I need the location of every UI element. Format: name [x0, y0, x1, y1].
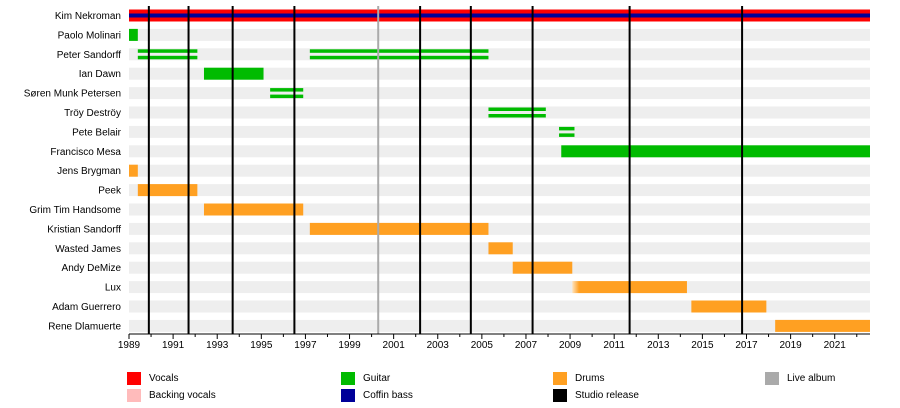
x-tick-label-2015: 2015	[691, 340, 714, 351]
bar-paolo-molinari-guitar-2	[129, 28, 138, 41]
x-tick-label-1989: 1989	[118, 340, 141, 351]
x-tick-label-2021: 2021	[824, 340, 847, 351]
row-stripe-pete-belair	[129, 125, 870, 138]
member-label-ian-dawn: Ian Dawn	[79, 69, 121, 80]
row-stripes	[129, 9, 870, 332]
bar-pete-belair-guitar-8-bottom	[559, 133, 575, 137]
row-stripe-grim-tim-handsome	[129, 203, 870, 216]
member-label-paolo-molinari: Paolo Molinari	[58, 30, 121, 41]
x-tick-label-2017: 2017	[735, 340, 758, 351]
bar-troy-destroy-guitar-7-top	[488, 107, 546, 111]
bar-ian-dawn-guitar-5	[203, 67, 264, 80]
member-label-andy-demize: Andy DeMize	[62, 263, 122, 274]
bar-soren-munk-petersen-guitar-6-top	[270, 88, 304, 92]
row-stripe-jens-brygman	[129, 164, 870, 177]
bar-wasted-james-drums-14	[488, 242, 513, 255]
member-label-kim-nekroman: Kim Nekroman	[55, 11, 121, 22]
bar-rene-dlamuerte-drums-18	[775, 319, 870, 332]
bar-kim-nekroman-coffin-bass-1	[129, 13, 870, 18]
row-stripe-rene-dlamuerte	[129, 319, 870, 332]
member-label-grim-tim-handsome: Grim Tim Handsome	[29, 205, 121, 216]
bar-adam-guerrero-drums-17	[691, 300, 767, 313]
row-stripe-paolo-molinari	[129, 28, 870, 41]
bar-peek-drums-11	[137, 184, 198, 197]
bar-soren-munk-petersen-guitar-6-bottom	[270, 94, 304, 99]
row-stripe-troy-destroy	[129, 106, 870, 119]
row-stripe-peek	[129, 184, 870, 197]
member-label-peter-sandorff: Peter Sandorff	[57, 50, 122, 61]
row-stripe-ian-dawn	[129, 67, 870, 80]
x-tick-label-2007: 2007	[515, 340, 538, 351]
member-label-francisco-mesa: Francisco Mesa	[50, 147, 121, 158]
x-axis: 1989 1991 1993 1995 1997 1999 2001 2003 2005 2007…	[118, 333, 870, 351]
row-stripe-andy-demize	[129, 261, 870, 274]
bar-peter-sandorff-guitar-4-bottom	[309, 55, 489, 60]
bar-andy-demize-drums-15	[512, 261, 573, 274]
member-label-adam-guerrero: Adam Guerrero	[52, 302, 121, 313]
bar-peter-sandorff-guitar-3-bottom	[137, 55, 198, 60]
bar-jens-brygman-drums-10	[129, 164, 138, 177]
row-stripe-lux	[129, 281, 870, 294]
x-tick-label-2003: 2003	[427, 340, 450, 351]
x-tick-label-2001: 2001	[383, 340, 406, 351]
member-label-lux: Lux	[105, 283, 121, 294]
member-label-rene-dlamuerte: Rene Dlamuerte	[48, 321, 121, 332]
row-stripe-soren-munk-petersen	[129, 87, 870, 100]
member-label-pete-belair: Pete Belair	[72, 127, 122, 138]
row-stripe-peter-sandorff	[129, 48, 870, 61]
bar-pete-belair-guitar-8-top	[559, 126, 575, 131]
x-tick-label-1995: 1995	[250, 340, 273, 351]
bar-francisco-mesa-guitar-9	[561, 145, 870, 158]
row-stripe-adam-guerrero	[129, 300, 870, 313]
member-label-kristian-sandorff: Kristian Sandorff	[47, 224, 121, 235]
member-bars	[129, 9, 870, 332]
member-label-peek: Peek	[98, 186, 122, 197]
x-tick-label-2019: 2019	[779, 340, 802, 351]
x-tick-label-1991: 1991	[162, 340, 185, 351]
x-tick-label-1999: 1999	[338, 340, 361, 351]
bar-peter-sandorff-guitar-3-top	[137, 49, 198, 53]
bar-troy-destroy-guitar-7-bottom	[488, 114, 546, 118]
bar-grim-tim-handsome-drums-12	[203, 203, 304, 216]
x-tick-label-2011: 2011	[603, 340, 625, 351]
x-tick-label-1993: 1993	[206, 340, 229, 351]
member-label-jens-brygman: Jens Brygman	[57, 166, 121, 177]
x-tick-label-2005: 2005	[471, 340, 494, 351]
release-lines	[147, 6, 744, 334]
bar-kristian-sandorff-drums-13	[309, 222, 489, 235]
member-label-troy-destroy: Tröy Deströy	[64, 108, 121, 119]
member-label-wasted-james: Wasted James	[55, 244, 121, 255]
member-label-soren-munk-petersen: Søren Munk Petersen	[24, 89, 121, 100]
row-stripe-kristian-sandorff	[129, 222, 870, 235]
x-tick-label-2009: 2009	[559, 340, 582, 351]
x-tick-label-2013: 2013	[647, 340, 670, 351]
bar-peter-sandorff-guitar-4-top	[309, 49, 489, 53]
x-tick-label-1997: 1997	[294, 340, 317, 351]
member-labels: Kim Nekroman Paolo Molinari Peter Sandorff…	[24, 11, 122, 332]
